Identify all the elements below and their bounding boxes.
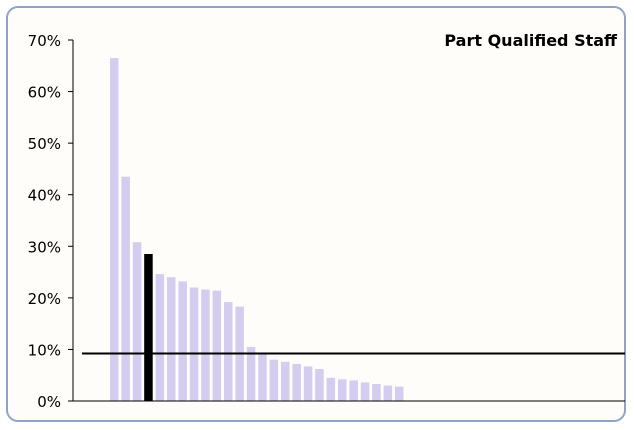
bar bbox=[121, 176, 130, 401]
y-tick-label: 50% bbox=[28, 135, 61, 153]
bar bbox=[269, 359, 279, 401]
bar bbox=[132, 242, 142, 401]
bar bbox=[360, 382, 370, 401]
y-tick-label: 30% bbox=[28, 238, 61, 256]
highlighted-bar bbox=[144, 254, 153, 401]
bar bbox=[292, 363, 301, 401]
bar bbox=[201, 289, 210, 401]
bar bbox=[395, 386, 404, 401]
y-ticks: 0% 10% 20% 30% 40% 50% 60% 70% bbox=[28, 32, 73, 411]
chart-title: Part Qualified Staff bbox=[444, 31, 618, 50]
bar bbox=[372, 384, 381, 401]
bar bbox=[224, 302, 233, 401]
bar bbox=[338, 379, 347, 401]
bar bbox=[155, 274, 165, 401]
y-tick-label: 70% bbox=[28, 32, 61, 50]
bar bbox=[167, 277, 176, 401]
bar bbox=[258, 353, 267, 401]
y-tick-label: 60% bbox=[28, 84, 61, 102]
y-tick-label: 0% bbox=[37, 393, 61, 411]
bar bbox=[212, 290, 222, 401]
bar bbox=[349, 380, 358, 401]
bar bbox=[178, 281, 187, 401]
bar bbox=[383, 385, 393, 401]
y-tick-label: 20% bbox=[28, 290, 61, 308]
bars-layer bbox=[110, 58, 404, 401]
y-tick-label: 40% bbox=[28, 187, 61, 205]
bar bbox=[110, 58, 119, 401]
bar bbox=[303, 366, 313, 401]
bar bbox=[326, 377, 336, 401]
bar bbox=[246, 346, 256, 401]
bar bbox=[281, 361, 290, 401]
bar bbox=[189, 287, 199, 401]
bar bbox=[315, 369, 324, 401]
y-tick-label: 10% bbox=[28, 341, 61, 359]
